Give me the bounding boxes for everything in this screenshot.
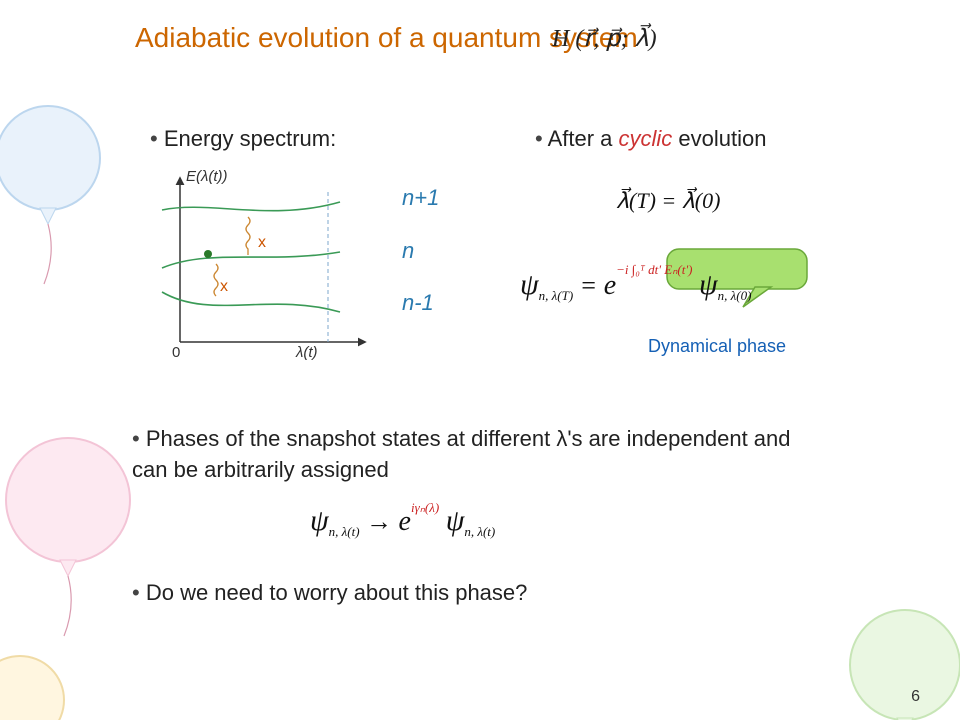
bullet-cyclic-word: cyclic bbox=[619, 126, 673, 151]
origin-label: 0 bbox=[172, 344, 180, 361]
y-axis-label: E(λ(t)) bbox=[186, 168, 228, 185]
bullet-energy-spectrum: • Energy spectrum: bbox=[150, 126, 336, 152]
level-label-n+1: n+1 bbox=[402, 185, 439, 211]
bullet-worry-text: Do we need to worry about this phase? bbox=[146, 580, 528, 605]
slide-number: 6 bbox=[911, 688, 920, 706]
gauge-sub-right: n, λ(t) bbox=[464, 524, 495, 539]
bullet-after-text: After a bbox=[548, 126, 619, 151]
bullet-phases: • Phases of the snapshot states at diffe… bbox=[132, 424, 832, 486]
bullet-phases-text: Phases of the snapshot states at differe… bbox=[132, 426, 791, 482]
bullet-cyclic-evolution: • After a cyclic evolution bbox=[535, 126, 767, 152]
bullet-energy-spectrum-text: Energy spectrum: bbox=[164, 126, 336, 151]
equation-gauge-transform: ψn, λ(t) → eiγₙ(λ) ψn, λ(t) bbox=[310, 504, 495, 540]
equation-psi-evolution: ψn, λ(T) = e−i ∫₀ᵀ dt' Eₙ(t') ψn, λ(0) bbox=[520, 268, 751, 304]
psi-sub-T: n, λ(T) bbox=[539, 288, 574, 303]
energy-spectrum-chart: E(λ(t)) λ(t) 0 x x bbox=[150, 172, 390, 372]
level-label-n-1: n-1 bbox=[402, 290, 434, 316]
gauge-exponent: iγₙ(λ) bbox=[411, 500, 439, 515]
chart-svg bbox=[150, 172, 390, 372]
transition-x-lower: x bbox=[220, 278, 228, 296]
background-decoration bbox=[0, 0, 960, 720]
x-axis-label: λ(t) bbox=[296, 344, 318, 361]
gauge-sub-left: n, λ(t) bbox=[329, 524, 360, 539]
bullet-evolution-word: evolution bbox=[672, 126, 766, 151]
gauge-arrow: → bbox=[366, 507, 399, 536]
eq-equals: = bbox=[580, 271, 604, 300]
hamiltonian-equation: H (r⃗, p⃗; λ⃗) bbox=[552, 24, 657, 53]
equation-lambda-cycle: λ⃗(T) = λ⃗(0) bbox=[616, 188, 720, 214]
transition-x-upper: x bbox=[258, 234, 266, 252]
dynamical-phase-exponent: −i ∫₀ᵀ dt' Eₙ(t') bbox=[616, 262, 692, 277]
dynamical-phase-label: Dynamical phase bbox=[648, 336, 786, 357]
level-label-n: n bbox=[402, 238, 414, 264]
psi-sub-0: n, λ(0) bbox=[718, 288, 752, 303]
bullet-worry: • Do we need to worry about this phase? bbox=[132, 580, 527, 606]
